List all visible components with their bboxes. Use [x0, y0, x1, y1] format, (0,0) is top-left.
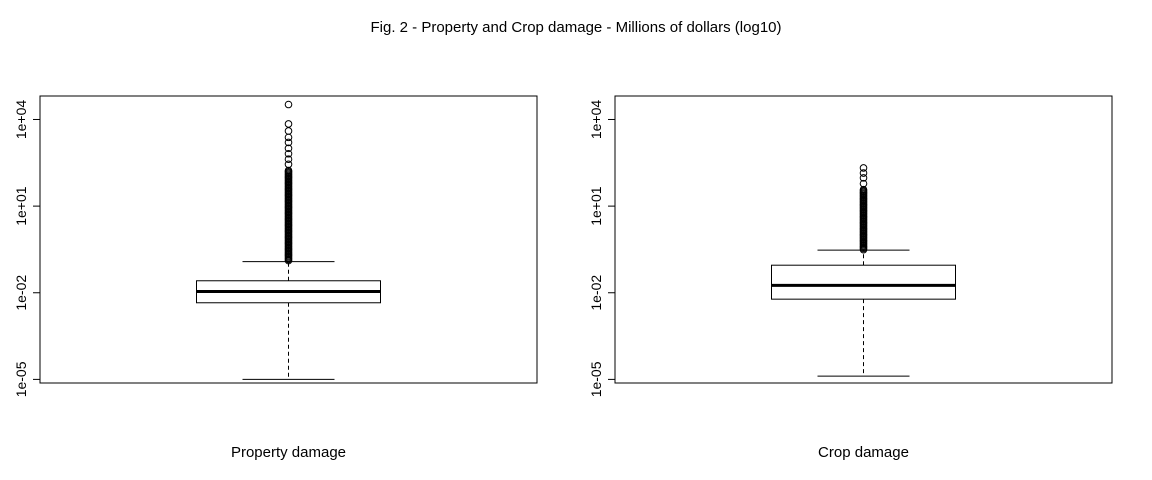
panel-2-x-axis-label: Crop damage	[818, 444, 909, 461]
panel-2-y-tick-label: 1e-02	[588, 275, 604, 311]
panel-2-outlier-point	[859, 169, 868, 177]
panel-1-outlier-point	[284, 127, 293, 135]
panel-1-outlier-point	[284, 160, 293, 169]
panel-1-outlier-point	[284, 155, 293, 164]
panel-1-outlier-point	[284, 133, 293, 142]
panel-2-plot-frame	[614, 95, 1113, 384]
panel-1-y-tick-label: 1e+01	[13, 186, 29, 226]
figure-title: Fig. 2 - Property and Crop damage - Mill…	[370, 19, 782, 36]
panel-2-outlier-point	[859, 185, 868, 194]
panel-2-y-tick-label: 1e+01	[588, 186, 604, 226]
panel-1-y-tick-label: 1e-02	[13, 275, 29, 311]
panel-1-outlier-point	[284, 149, 293, 158]
panel-1-outlier-point	[284, 100, 293, 109]
panel-2-outlier-point	[859, 164, 868, 172]
panel-2-outlier-point	[859, 179, 868, 188]
panel-2-y-tick-label: 1e-05	[588, 361, 604, 397]
panel-1-outlier-point	[284, 144, 293, 153]
panel-1-y-tick-label: 1e-05	[13, 361, 29, 397]
panel-2-box	[771, 264, 956, 300]
panel-2-y-tick-label: 1e+04	[588, 100, 604, 140]
panel-1-plot-frame	[39, 95, 538, 384]
panel-1-x-axis-label: Property damage	[231, 444, 346, 461]
panel-2-outlier-point	[859, 174, 868, 182]
panel-1-y-tick-label: 1e+04	[13, 100, 29, 140]
panel-1-outlier-point	[284, 138, 293, 147]
panel-1-outlier-point	[284, 120, 293, 128]
